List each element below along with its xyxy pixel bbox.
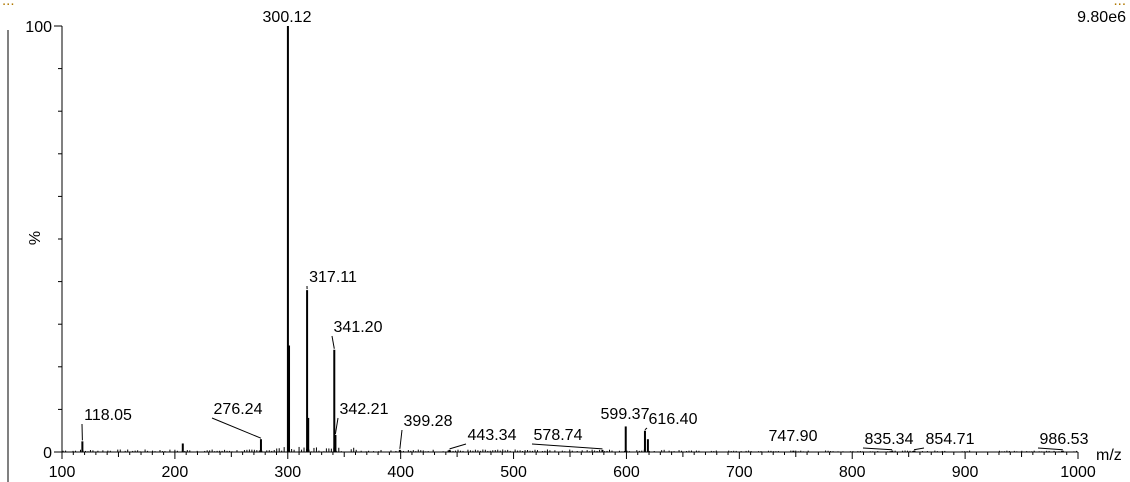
peak-leader-line: [862, 447, 893, 451]
peak-leader-line: [531, 443, 603, 450]
peak-labels: 118.05 276.24 300.12 317.11 341.20 342.21 399.…: [81, 9, 1089, 451]
x-tick-label: 600: [613, 464, 640, 481]
peak-label: 118.05: [84, 407, 132, 424]
y-tick-label: 0: [43, 445, 52, 462]
peak-leader-line: [644, 427, 648, 431]
peak-label: 616.40: [649, 411, 698, 428]
peak-label: 835.34: [865, 431, 914, 448]
peak-label: 317.11: [309, 269, 357, 286]
peak-label: 986.53: [1040, 431, 1089, 448]
peak-label: 399.28: [404, 413, 453, 430]
peak-leader-line: [331, 335, 335, 349]
baseline-noise: [62, 446, 1077, 452]
peak-label: 341.20: [334, 319, 383, 336]
y-axis-label: %: [27, 231, 44, 245]
peak-label: 599.37: [601, 406, 650, 423]
x-tick-label: 1000: [1060, 464, 1096, 481]
peak-leader-line: [334, 417, 339, 435]
peak-label: 854.71: [926, 431, 975, 448]
peak-leader-line: [211, 417, 262, 439]
x-tick-label: 700: [726, 464, 753, 481]
max-intensity-label: 9.80e6: [1077, 9, 1126, 26]
x-tick-label: 100: [49, 464, 76, 481]
x-tick-label: 900: [952, 464, 979, 481]
peak-leader-line: [913, 447, 925, 451]
x-tick-label: 800: [839, 464, 866, 481]
x-tick-label: 200: [162, 464, 189, 481]
x-tick-label: 400: [387, 464, 414, 481]
peak-leader-line: [449, 443, 467, 450]
peak-label: 300.12: [263, 9, 312, 26]
y-tick-label: 100: [25, 19, 52, 36]
peak-leader-line: [399, 429, 403, 449]
x-tick-label: 500: [500, 464, 527, 481]
spectrum-header-right: ...: [1113, 0, 1126, 9]
peak-label: 276.24: [214, 401, 263, 418]
peak-label: 342.21: [340, 401, 389, 418]
peak-series: [81, 26, 1064, 452]
spectrum-header-left: ...: [2, 0, 15, 9]
x-axis-label: m/z: [1096, 447, 1122, 464]
peak-label: 443.34: [468, 427, 517, 444]
peak-leader-line: [1037, 447, 1063, 451]
peak-label: 578.74: [534, 427, 583, 444]
peak-label: 747.90: [769, 428, 818, 445]
x-tick-label: 300: [274, 464, 301, 481]
